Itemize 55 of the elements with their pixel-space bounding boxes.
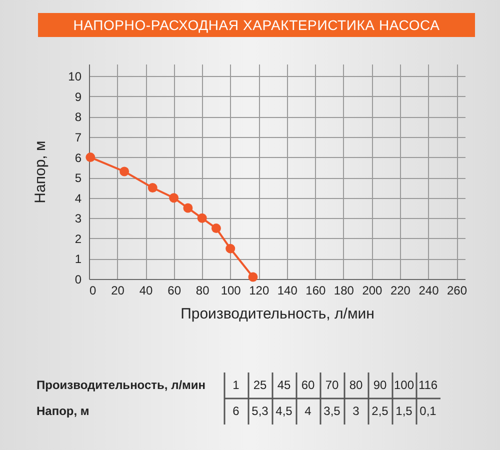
data-label: 100 — [394, 378, 414, 392]
x-tick-label: 20 — [111, 284, 125, 298]
data-label: 3,5 — [324, 404, 341, 418]
x-tick-label: 260 — [447, 284, 468, 298]
data-label: 5,3 — [252, 404, 269, 418]
data-label: 80 — [349, 378, 363, 392]
data-label: 116 — [418, 378, 438, 392]
y-tick-label: 7 — [74, 130, 82, 145]
y-tick-label: 0 — [74, 272, 82, 286]
y-tick-label: Напор, м — [36, 404, 90, 418]
data-label: 25 — [253, 378, 267, 392]
x-tick-label: 220 — [390, 284, 411, 298]
point — [226, 244, 236, 254]
y-tick-label: 9 — [74, 90, 82, 104]
x-tick-label: 120 — [249, 284, 270, 298]
point — [120, 166, 130, 176]
x-tick-label: 180 — [334, 284, 354, 298]
x-tick-label: 160 — [306, 284, 326, 298]
data-label: 0,1 — [420, 404, 437, 418]
x-tick-label: 60 — [168, 284, 182, 298]
data-label: 1,5 — [396, 404, 413, 418]
data-label: 2,5 — [372, 404, 389, 418]
y-tick-label: 10 — [68, 70, 82, 84]
data-label: 4 — [304, 404, 312, 418]
data-label: 3 — [352, 404, 360, 418]
point — [183, 203, 193, 213]
data-label: 1 — [232, 378, 240, 392]
x-axis-title: Производительность, л/мин — [180, 306, 374, 322]
x-tick-label: 240 — [418, 284, 440, 298]
chart-title: НАПОРНО-РАСХОДНАЯ ХАРАКТЕРИСТИКА НАСОСА — [38, 13, 475, 37]
x-tick-label: 100 — [220, 284, 242, 298]
y-tick-label: 5 — [74, 171, 82, 186]
y-tick-label: 1 — [74, 252, 82, 266]
x-tick-label: 40 — [139, 284, 154, 298]
y-tick-label: 8 — [74, 110, 82, 124]
data-label: 70 — [325, 378, 339, 392]
data-label: 45 — [277, 378, 291, 392]
point — [148, 182, 158, 192]
point — [169, 193, 179, 203]
point — [86, 152, 96, 162]
data-label: 4,5 — [276, 404, 293, 418]
y-tick-label: 2 — [74, 232, 82, 246]
data-label: 90 — [373, 378, 387, 392]
x-tick-label: 0 — [90, 284, 96, 298]
y-tick-label: 6 — [74, 150, 82, 165]
y-tick-label: 3 — [74, 212, 82, 226]
x-tick-label: 80 — [196, 284, 210, 298]
x-tick-label: 140 — [277, 284, 298, 298]
y-tick-label: 4 — [74, 191, 82, 206]
data-label: 60 — [301, 378, 315, 392]
x-tick-label: 200 — [362, 284, 383, 298]
point — [211, 224, 221, 234]
point — [197, 213, 207, 223]
point — [248, 272, 258, 282]
data-label: 6 — [232, 404, 240, 418]
